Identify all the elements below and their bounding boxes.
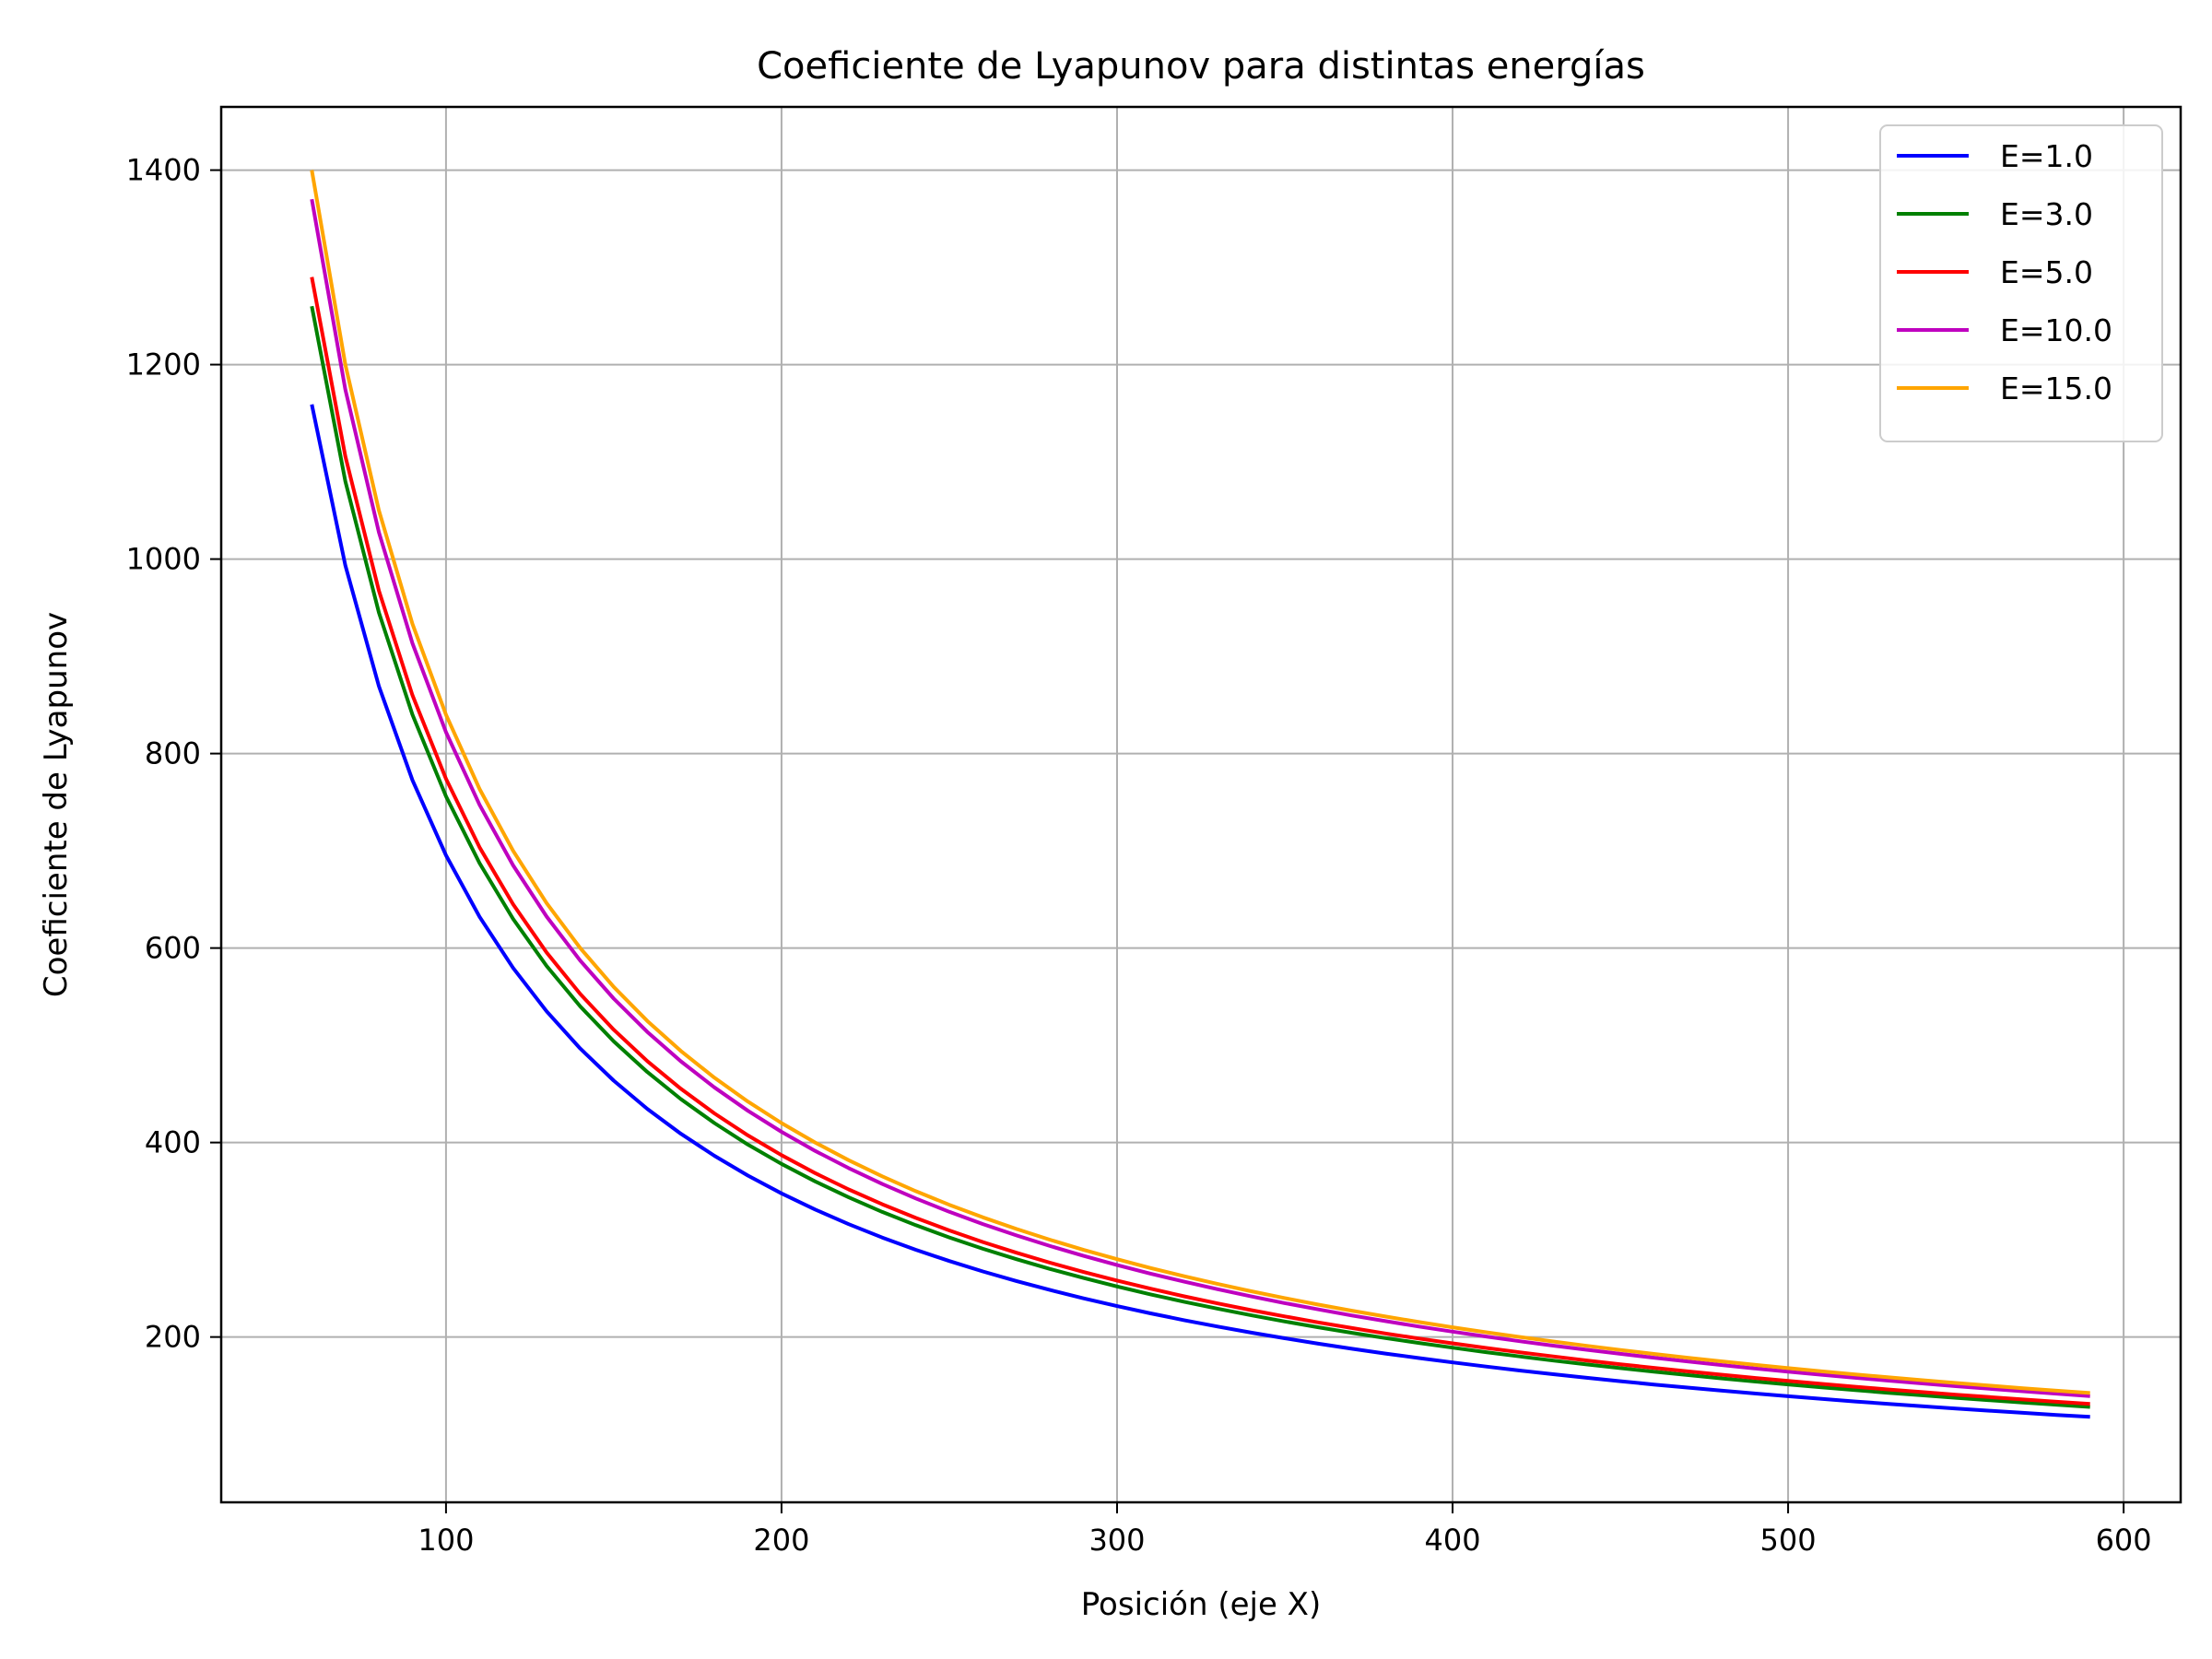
legend-label: E=3.0: [2000, 196, 2093, 232]
x-tick-label: 600: [2096, 1523, 2152, 1558]
legend-box: [1879, 124, 2163, 442]
legend-label: E=10.0: [2000, 312, 2112, 348]
x-axis-label: Posición (eje X): [1081, 1586, 1321, 1623]
y-tick-label: 800: [145, 736, 201, 771]
plot-frame: [219, 105, 2183, 1504]
series-line-e-5-0: [310, 276, 2090, 1406]
y-tick-label: 400: [145, 1125, 201, 1160]
y-tick-label: 600: [145, 931, 201, 966]
chart-title: Coeficiente de Lyapunov para distintas e…: [757, 45, 1645, 88]
y-axis-label: Coeficiente de Lyapunov: [38, 612, 75, 997]
axis-ticks: 100 200 300 400 500 600 200 400 600 800 1000 1200 14…: [126, 153, 2152, 1558]
legend-label: E=15.0: [2000, 371, 2112, 406]
grid: [221, 107, 2181, 1502]
series-line-e-3-0: [310, 305, 2090, 1409]
legend: E=1.0 E=3.0 E=5.0 E=10.0 E=15.0: [1879, 124, 2163, 442]
y-tick-label: 1000: [126, 542, 201, 577]
x-tick-label: 300: [1088, 1523, 1145, 1558]
series-line-e-10-0: [310, 198, 2090, 1398]
x-tick-label: 500: [1760, 1523, 1817, 1558]
y-tick-label: 1200: [126, 347, 201, 382]
x-tick-label: 100: [418, 1523, 474, 1558]
x-tick-label: 200: [753, 1523, 809, 1558]
series-lines: [310, 170, 2090, 1419]
legend-label: E=1.0: [2000, 138, 2093, 174]
y-tick-label: 200: [145, 1320, 201, 1355]
y-tick-label: 1400: [126, 153, 201, 188]
legend-label: E=5.0: [2000, 254, 2093, 290]
series-line-e-15-0: [310, 170, 2090, 1395]
series-line-e-1-0: [310, 404, 2090, 1419]
x-tick-label: 400: [1424, 1523, 1480, 1558]
